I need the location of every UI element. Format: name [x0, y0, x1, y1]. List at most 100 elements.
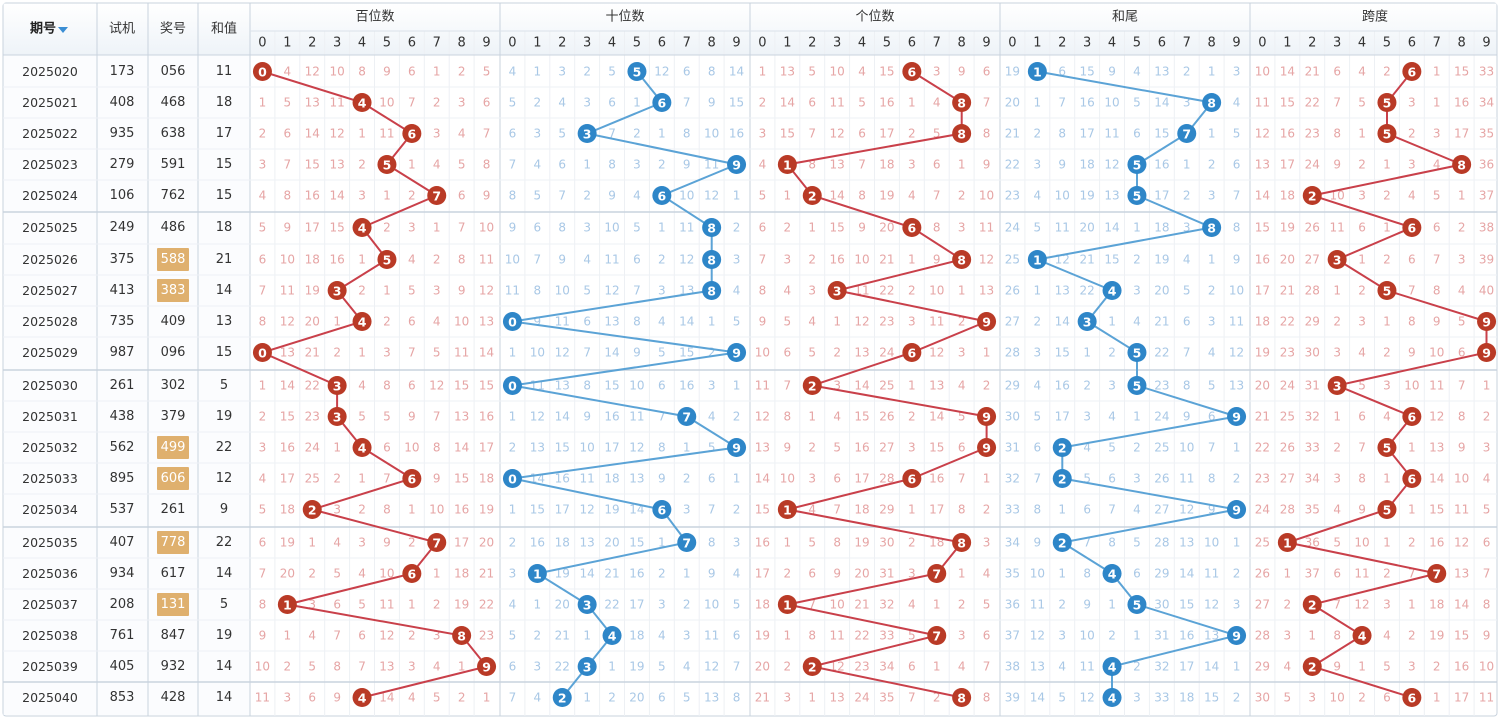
miss-count: 3 — [333, 503, 341, 517]
ball-label: 4 — [1358, 629, 1367, 644]
miss-count: 1 — [259, 96, 267, 110]
miss-count: 32 — [1154, 660, 1169, 674]
miss-count: 17 — [1280, 158, 1295, 172]
digit-tick-label: 3 — [583, 36, 591, 51]
winning-ball: 2 — [1302, 657, 1322, 676]
miss-count: 5 — [858, 96, 866, 110]
prize-cell: 847 — [161, 628, 186, 643]
miss-count: 2 — [658, 253, 666, 267]
miss-count: 1 — [1383, 221, 1391, 235]
winning-ball: 0 — [502, 312, 522, 331]
prize-header-label: 奖号 — [160, 22, 186, 37]
miss-count: 7 — [633, 284, 641, 298]
miss-count: 10 — [929, 284, 944, 298]
digit-tick-label: 2 — [808, 36, 816, 51]
miss-count: 1 — [958, 567, 966, 581]
winning-ball: 2 — [1302, 186, 1322, 205]
ball-circle — [1402, 407, 1422, 426]
miss-count: 19 — [1429, 629, 1444, 643]
miss-count: 1 — [383, 284, 391, 298]
miss-count: 16 — [729, 127, 744, 141]
sum-cell: 18 — [216, 220, 233, 235]
ball-circle — [1352, 626, 1372, 645]
miss-count: 12 — [1229, 346, 1244, 360]
miss-count: 3 — [259, 158, 267, 172]
left-columns-background — [3, 55, 251, 715]
miss-count: 8 — [958, 503, 966, 517]
miss-count: 19 — [879, 189, 894, 203]
winning-ball: 8 — [702, 250, 722, 269]
prize-cell: 932 — [161, 659, 186, 674]
miss-count: 9 — [708, 96, 716, 110]
miss-count: 6 — [458, 189, 466, 203]
miss-count: 16 — [1255, 253, 1270, 267]
miss-count: 31 — [1005, 441, 1020, 455]
miss-count: 4 — [1034, 189, 1042, 203]
miss-count: 5 — [1133, 96, 1141, 110]
miss-count: 6 — [958, 441, 966, 455]
miss-count: 4 — [958, 379, 966, 393]
miss-count: 15 — [604, 379, 619, 393]
miss-count: 9 — [483, 189, 491, 203]
miss-count: 15 — [780, 127, 795, 141]
miss-count: 14 — [780, 96, 795, 110]
miss-count: 1 — [1358, 127, 1366, 141]
miss-count: 5 — [908, 629, 916, 643]
digit-tick-label: 9 — [732, 36, 740, 51]
digit-tick-label: 4 — [858, 36, 866, 51]
miss-count: 8 — [1183, 379, 1191, 393]
ball-label: 9 — [732, 346, 741, 361]
miss-count: 12 — [580, 503, 595, 517]
ball-circle — [927, 626, 947, 645]
miss-count: 16 — [1055, 379, 1070, 393]
ball-label: 3 — [333, 379, 342, 394]
miss-count: 8 — [358, 65, 366, 79]
prize-cell: 302 — [161, 378, 186, 393]
miss-count: 24 — [879, 346, 894, 360]
miss-count: 21 — [1005, 127, 1020, 141]
miss-count: 3 — [558, 65, 566, 79]
miss-count: 2 — [1233, 567, 1241, 581]
miss-count: 5 — [1108, 441, 1116, 455]
miss-count: 2 — [433, 598, 441, 612]
miss-count: 19 — [454, 598, 469, 612]
miss-count: 15 — [929, 441, 944, 455]
winning-ball: 2 — [802, 657, 822, 676]
winning-ball: 4 — [1102, 281, 1122, 300]
miss-count: 5 — [483, 65, 491, 79]
ball-circle — [1127, 376, 1147, 395]
miss-count: 4 — [908, 598, 916, 612]
trial-cell: 761 — [110, 628, 135, 643]
miss-count: 13 — [330, 158, 345, 172]
miss-count: 9 — [1108, 65, 1116, 79]
miss-count: 15 — [1280, 96, 1295, 110]
miss-count: 8 — [983, 691, 991, 705]
miss-count: 7 — [534, 253, 542, 267]
miss-count: 6 — [708, 472, 716, 486]
miss-count: 2 — [433, 96, 441, 110]
sum-cell: 15 — [216, 157, 233, 172]
winning-ball: 8 — [1452, 155, 1472, 174]
ball-label: 8 — [957, 96, 966, 111]
miss-count: 4 — [534, 691, 542, 705]
miss-count: 8 — [1408, 315, 1416, 329]
miss-count: 15 — [1104, 253, 1119, 267]
ball-label: 6 — [407, 567, 416, 582]
miss-count: 4 — [633, 189, 641, 203]
ball-label: 6 — [657, 189, 666, 204]
miss-count: 14 — [330, 189, 345, 203]
winning-ball: 7 — [677, 533, 697, 552]
miss-count: 3 — [683, 629, 691, 643]
miss-count: 40 — [1479, 284, 1494, 298]
ball-label: 1 — [783, 503, 792, 518]
miss-count: 7 — [1058, 96, 1066, 110]
miss-count: 3 — [408, 221, 416, 235]
miss-count: 7 — [1483, 567, 1491, 581]
ball-circle — [1402, 62, 1422, 81]
miss-count: 12 — [305, 65, 320, 79]
miss-count: 12 — [555, 346, 570, 360]
miss-count: 9 — [408, 410, 416, 424]
ball-circle — [1102, 281, 1122, 300]
ball-label: 3 — [583, 127, 592, 142]
ball-label: 8 — [1207, 221, 1216, 236]
